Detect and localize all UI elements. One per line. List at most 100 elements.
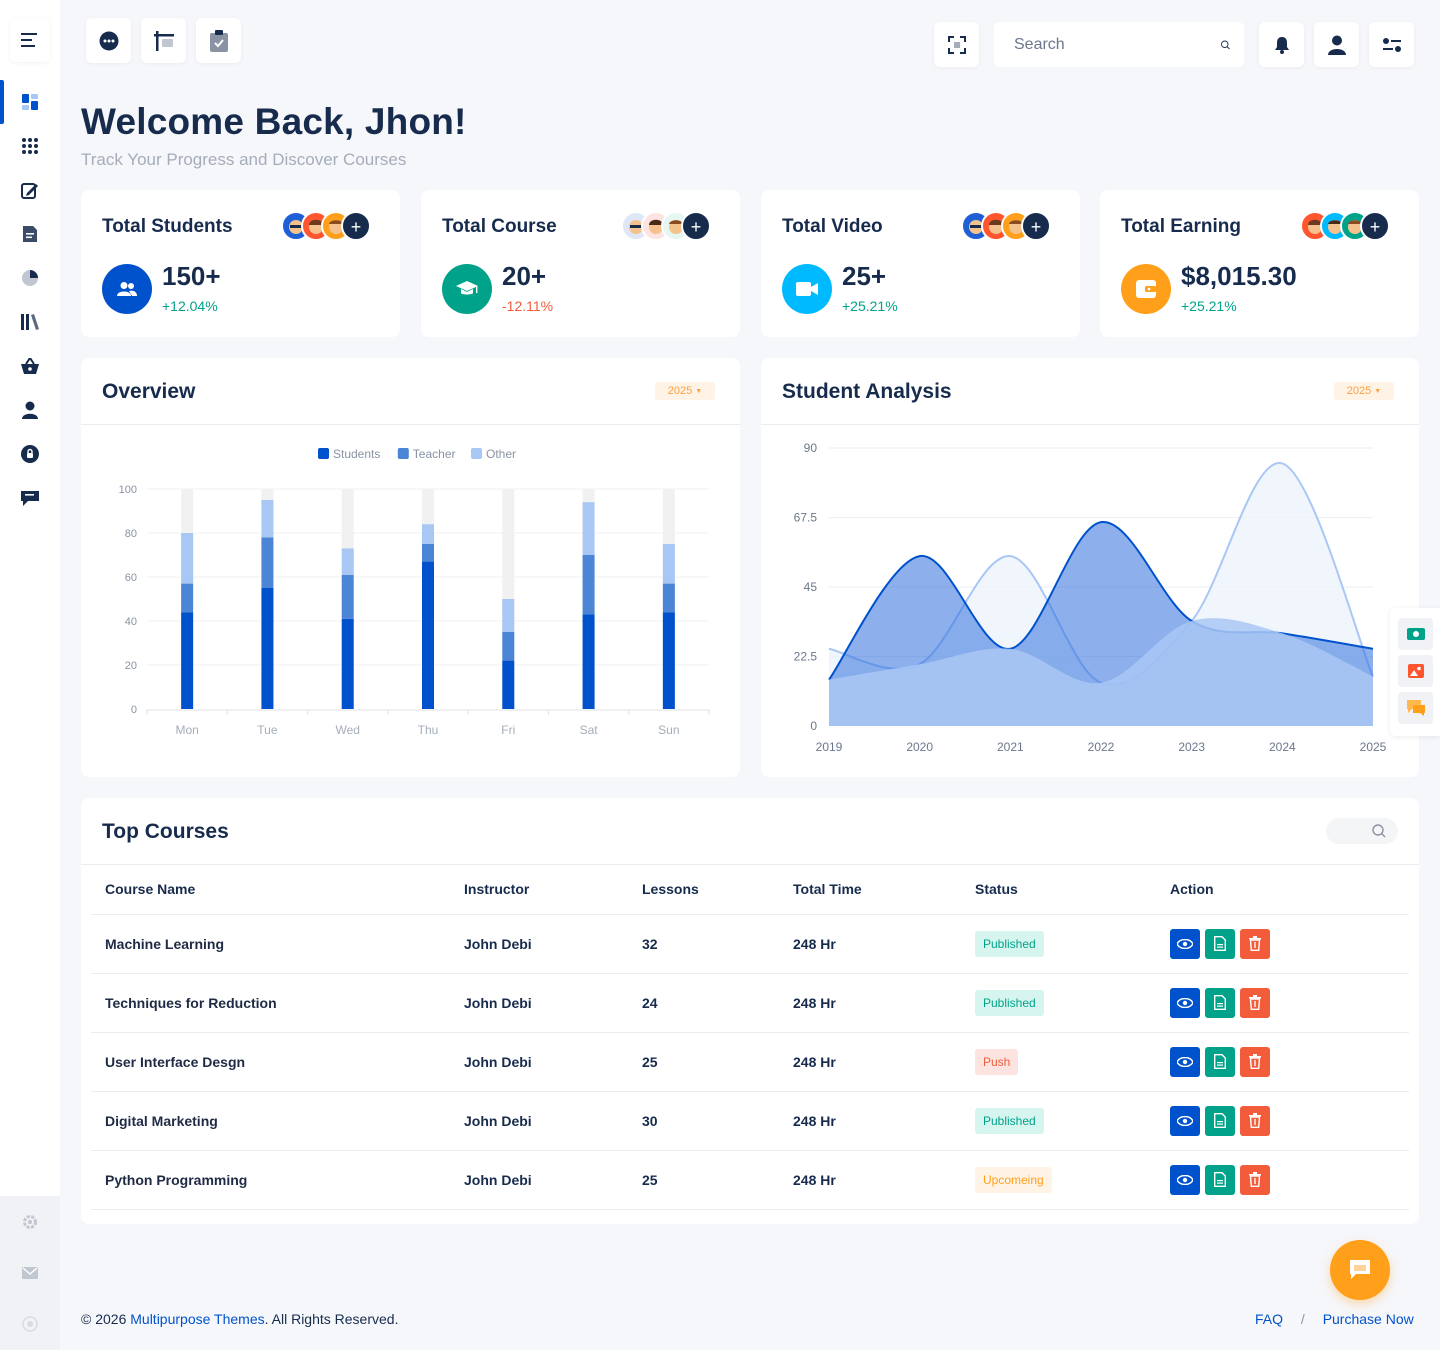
view-button[interactable] xyxy=(1170,1046,1200,1077)
course-name-cell: Machine Learning xyxy=(91,914,450,974)
actions-cell xyxy=(1156,1091,1409,1151)
search-input[interactable] xyxy=(1014,35,1221,54)
stat-title: Total Course xyxy=(442,216,557,237)
tasks-button[interactable] xyxy=(196,18,241,63)
status-cell: Published xyxy=(961,973,1156,1033)
quick-tool-chat-button[interactable] xyxy=(1398,692,1433,724)
fullscreen-button[interactable] xyxy=(934,22,979,67)
edit-button[interactable] xyxy=(1205,1105,1235,1136)
view-button[interactable] xyxy=(1170,1164,1200,1195)
add-avatar-button[interactable]: + xyxy=(1360,211,1390,241)
instructor-cell: John Debi xyxy=(450,1091,628,1151)
sidebar-item-library[interactable] xyxy=(0,300,60,344)
messages-button[interactable] xyxy=(86,18,131,63)
sidebar-item-mail[interactable] xyxy=(0,1247,60,1298)
sidebar-item-security[interactable] xyxy=(0,432,60,476)
x-tick-label: Sat xyxy=(580,723,599,737)
analysis-title: Student Analysis xyxy=(782,380,952,403)
legend-item[interactable]: Students xyxy=(318,447,380,461)
x-tick-label: 2022 xyxy=(1088,740,1115,754)
search-icon[interactable] xyxy=(1221,36,1230,54)
x-tick-label: 2025 xyxy=(1360,740,1387,754)
edit-button[interactable] xyxy=(1205,928,1235,959)
settings-icon xyxy=(23,1214,37,1229)
sidebar-item-chat[interactable] xyxy=(0,476,60,520)
file-icon xyxy=(1214,1054,1226,1069)
delete-button[interactable] xyxy=(1240,1164,1270,1195)
quick-tool-money-button[interactable] xyxy=(1398,618,1433,650)
wallet-icon xyxy=(1136,280,1156,298)
y-tick-label: 22.5 xyxy=(794,650,818,664)
edit-button[interactable] xyxy=(1205,1046,1235,1077)
purchase-now-link[interactable]: Purchase Now xyxy=(1322,1311,1414,1327)
view-button[interactable] xyxy=(1170,928,1200,959)
trash-icon xyxy=(1249,995,1261,1010)
table-row: Machine Learning John Debi 32 248 Hr Publish… xyxy=(91,914,1409,974)
sidebar-item-logout[interactable] xyxy=(0,1298,60,1349)
menu-toggle-button[interactable] xyxy=(10,18,50,62)
x-tick-label: 2019 xyxy=(816,740,843,754)
delete-button[interactable] xyxy=(1240,928,1270,959)
faq-link[interactable]: FAQ xyxy=(1255,1311,1284,1327)
add-avatar-button[interactable]: + xyxy=(1021,211,1051,241)
top-courses-panel: Top Courses Course Name Instructor Lesso… xyxy=(81,798,1419,1224)
chat-fab-button[interactable] xyxy=(1330,1240,1390,1300)
divider xyxy=(761,424,1419,425)
status-cell: Published xyxy=(961,1091,1156,1151)
sidebar-item-apps[interactable] xyxy=(0,124,60,168)
y-tick-label: 67.5 xyxy=(794,511,818,525)
sidebar-item-edit[interactable] xyxy=(0,168,60,212)
pie-chart-icon xyxy=(22,270,38,286)
footer-brand-link[interactable]: Multipurpose Themes xyxy=(130,1311,265,1327)
footer-separator: / xyxy=(1300,1311,1305,1327)
edit-button[interactable] xyxy=(1205,987,1235,1018)
legend-item[interactable]: Other xyxy=(471,447,516,461)
view-button[interactable] xyxy=(1170,1105,1200,1136)
add-avatar-button[interactable]: + xyxy=(341,211,371,241)
bar-teacher-fri xyxy=(502,632,515,661)
analysis-year-dropdown[interactable]: 2025 ▼ xyxy=(1334,382,1394,400)
file-icon xyxy=(1214,1113,1226,1128)
users-icon xyxy=(117,282,137,296)
overview-year-dropdown[interactable]: 2025 ▼ xyxy=(655,382,715,400)
bar-other-fri xyxy=(502,599,515,632)
total-time-cell: 248 Hr xyxy=(779,1032,961,1092)
x-tick-label: 2024 xyxy=(1269,740,1296,754)
status-badge: Upcomeing xyxy=(975,1166,1052,1193)
notifications-button[interactable] xyxy=(1259,22,1304,67)
view-button[interactable] xyxy=(1170,987,1200,1018)
sidebar-item-reports[interactable] xyxy=(0,256,60,300)
trash-icon xyxy=(1249,1113,1261,1128)
settings-toggle-button[interactable] xyxy=(1369,22,1414,67)
sidebar-item-documents[interactable] xyxy=(0,212,60,256)
avatar-group: + xyxy=(961,211,1051,241)
quick-tool-gallery-button[interactable] xyxy=(1398,655,1433,687)
presentation-button[interactable] xyxy=(141,18,186,63)
add-avatar-button[interactable]: + xyxy=(681,211,711,241)
edit-button[interactable] xyxy=(1205,1164,1235,1195)
delete-button[interactable] xyxy=(1240,1046,1270,1077)
y-tick-label: 0 xyxy=(131,704,137,716)
course-name-cell: Digital Marketing xyxy=(91,1091,450,1151)
sidebar-item-dashboard[interactable] xyxy=(0,80,60,124)
bar-students-mon xyxy=(181,612,194,709)
money-icon xyxy=(1406,628,1425,640)
user-menu-button[interactable] xyxy=(1314,22,1359,67)
legend-item[interactable]: Teacher xyxy=(397,447,456,461)
eye-icon xyxy=(1177,997,1193,1008)
sidebar-item-profile[interactable] xyxy=(0,388,60,432)
total-time-cell: 248 Hr xyxy=(779,973,961,1033)
delete-button[interactable] xyxy=(1240,987,1270,1018)
eye-icon xyxy=(1177,1115,1193,1126)
delete-button[interactable] xyxy=(1240,1105,1270,1136)
table-search-button[interactable] xyxy=(1326,818,1398,844)
status-badge: Published xyxy=(975,989,1044,1016)
sidebar-item-settings[interactable] xyxy=(0,1196,60,1247)
legend-swatch xyxy=(397,448,409,459)
sidebar-bottom xyxy=(0,1196,60,1350)
sidebar-item-shop[interactable] xyxy=(0,344,60,388)
total-time-cell: 248 Hr xyxy=(779,1150,961,1210)
menu-icon xyxy=(21,33,37,47)
rights-text: . All Rights Reserved. xyxy=(264,1311,399,1327)
lessons-cell: 32 xyxy=(628,914,779,974)
